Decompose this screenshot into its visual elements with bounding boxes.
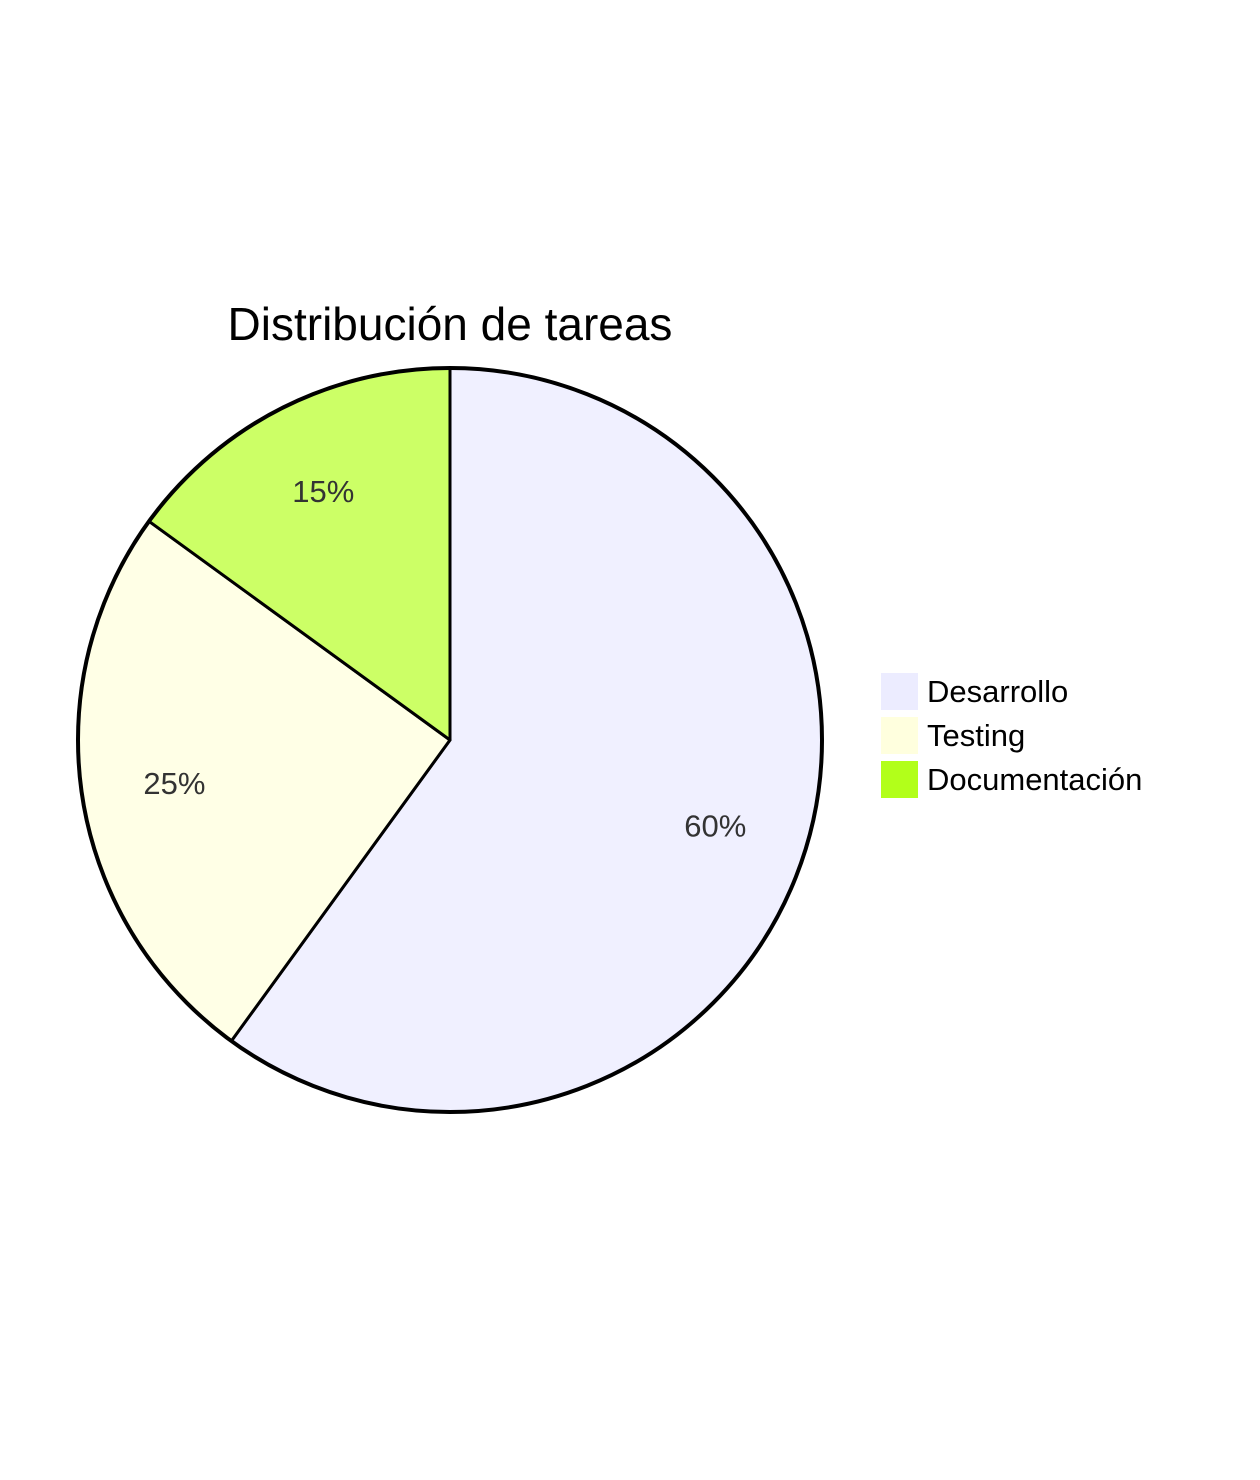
slice-labels: 60% 25% 15% — [143, 474, 746, 844]
legend-label-desarrollo: Desarrollo — [927, 674, 1068, 709]
slice-label-documentacion: 15% — [292, 474, 354, 509]
pie-outline — [76, 366, 824, 1114]
slice-label-testing: 25% — [143, 766, 205, 801]
pie-slices — [76, 366, 824, 1114]
legend-label-testing: Testing — [927, 718, 1025, 753]
chart-title: Distribución de tareas — [228, 298, 673, 350]
legend-swatch-documentacion — [881, 761, 918, 798]
legend-swatch-desarrollo — [881, 673, 918, 710]
legend: Desarrollo Testing Documentación — [881, 673, 1142, 798]
legend-swatch-testing — [881, 717, 918, 754]
legend-label-documentacion: Documentación — [927, 762, 1142, 797]
slice-label-desarrollo: 60% — [684, 809, 746, 844]
